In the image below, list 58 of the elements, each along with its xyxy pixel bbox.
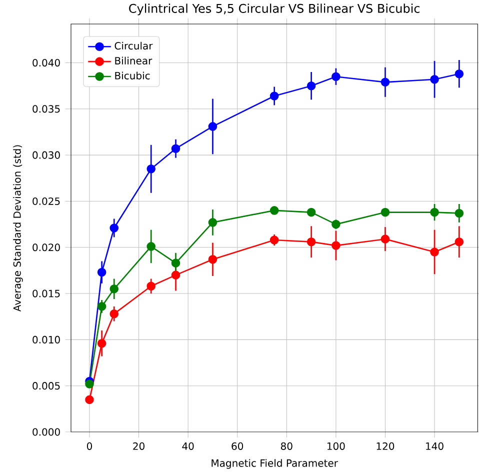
point <box>454 208 464 218</box>
point <box>270 236 279 244</box>
point <box>430 208 439 217</box>
y-tick-label: 0.030 <box>32 151 60 159</box>
legend-label: Bicubic <box>115 72 150 80</box>
y-tick-label: 0.020 <box>32 244 60 252</box>
y-tick-label: 0.015 <box>32 290 60 298</box>
point <box>110 284 119 294</box>
x-tick-label: 140 <box>426 442 444 450</box>
chart-title: Cylintrical Yes 5,5 Circular VS Bilinear VS Bicubic <box>129 4 420 16</box>
point <box>171 270 180 280</box>
y-tick-label: 0.040 <box>32 58 60 67</box>
point <box>85 395 94 404</box>
point <box>306 208 316 217</box>
point <box>146 164 156 174</box>
x-tick-label: 60 <box>232 442 244 450</box>
point <box>430 74 439 84</box>
y-tick-label: 0.025 <box>32 197 60 206</box>
x-tick-label: 40 <box>182 442 194 450</box>
point <box>146 242 156 251</box>
point <box>208 122 218 131</box>
point <box>380 78 390 87</box>
y-axis-title: Average Standard Deviation (std) <box>13 145 23 312</box>
point <box>454 69 464 78</box>
point <box>306 81 316 90</box>
point <box>208 254 218 264</box>
point <box>430 248 439 256</box>
point <box>171 258 180 268</box>
point <box>85 380 94 388</box>
y-tick-label: 0.000 <box>32 428 60 436</box>
point <box>97 302 106 311</box>
y-tick-label: 0.005 <box>32 382 60 390</box>
x-tick-label: 80 <box>280 442 292 450</box>
x-tick-label: 120 <box>376 442 394 450</box>
point <box>270 206 279 215</box>
point <box>332 241 340 250</box>
point <box>306 237 316 246</box>
y-tick-label: 0.035 <box>32 105 60 113</box>
legend-label: Circular <box>114 42 153 50</box>
point <box>270 92 279 100</box>
point <box>380 234 390 244</box>
x-axis-title: Magnetic Field Parameter <box>212 459 338 469</box>
point <box>110 309 119 318</box>
point <box>208 218 218 227</box>
point <box>97 338 106 348</box>
point <box>97 268 106 277</box>
point <box>332 72 340 82</box>
x-tick-label: 0 <box>86 442 92 450</box>
point <box>171 144 180 154</box>
y-tick-label: 0.010 <box>32 336 60 344</box>
point <box>380 208 390 217</box>
legend-label: Bilinear <box>115 56 152 65</box>
point <box>454 237 464 246</box>
point <box>146 282 156 291</box>
point <box>110 224 119 232</box>
x-tick-label: 20 <box>133 442 144 450</box>
x-tick-label: 100 <box>328 442 345 450</box>
point <box>332 220 340 229</box>
